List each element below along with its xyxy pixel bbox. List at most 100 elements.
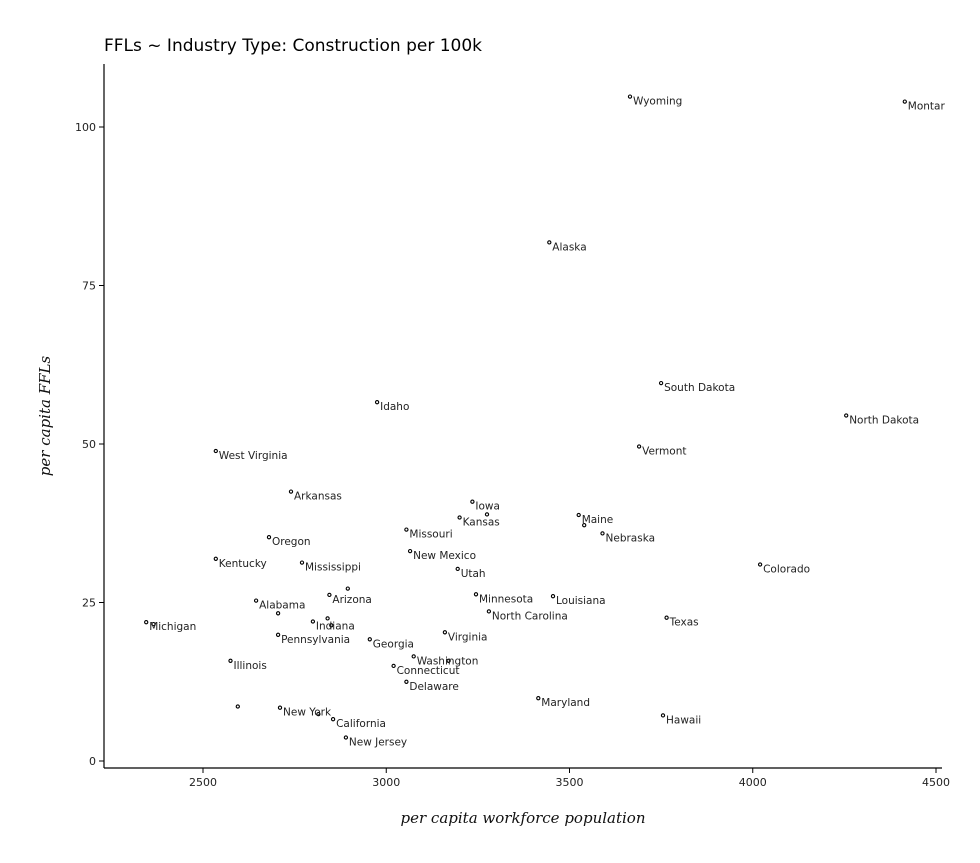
- y-tick-label: 75: [82, 280, 96, 293]
- data-point: [473, 592, 479, 597]
- data-point-label: Minnesota: [479, 593, 533, 605]
- data-point: [457, 515, 462, 520]
- data-point: [374, 400, 380, 405]
- data-point-label: West Virginia: [219, 450, 288, 462]
- data-point: [902, 99, 907, 104]
- y-tick-label: 25: [82, 597, 96, 610]
- x-tick-label: 3000: [372, 776, 400, 789]
- data-point: [455, 566, 460, 572]
- data-point: [664, 615, 669, 620]
- data-point: [757, 562, 763, 567]
- data-point-label: Colorado: [763, 564, 810, 576]
- data-point: [228, 658, 233, 663]
- data-point-label: Virginia: [448, 631, 488, 643]
- data-point: [299, 560, 305, 565]
- data-point-label: Oregon: [272, 536, 311, 548]
- data-point: [275, 632, 281, 637]
- x-tick-label: 3500: [556, 776, 584, 789]
- data-point: [660, 713, 666, 718]
- x-tick-label: 4500: [922, 776, 950, 789]
- data-point: [213, 556, 218, 561]
- data-point-label: Georgia: [373, 638, 414, 650]
- data-point-label: Arkansas: [294, 491, 342, 503]
- data-point-label: Indiana: [316, 621, 355, 633]
- data-point: [658, 380, 664, 386]
- data-point-label: Kansas: [463, 517, 500, 529]
- data-point-label: Maine: [582, 514, 614, 526]
- data-point-label: Alabama: [259, 600, 305, 612]
- data-point: [316, 711, 321, 717]
- data-point: [576, 512, 581, 518]
- chart-title: FFLs ~ Industry Type: Construction per 1…: [104, 36, 482, 56]
- data-point: [329, 623, 334, 628]
- data-point-label: Texas: [669, 617, 699, 629]
- data-points: [144, 94, 907, 740]
- data-point-label: New Jersey: [349, 737, 407, 749]
- data-point-label: Vermont: [642, 446, 686, 458]
- data-point: [151, 621, 156, 627]
- data-point-label: Hawaii: [666, 714, 701, 726]
- data-point-label: Mississippi: [305, 562, 361, 574]
- data-point: [411, 654, 416, 659]
- y-tick-label: 100: [75, 121, 96, 134]
- x-tick-label: 2500: [189, 776, 217, 789]
- data-point: [582, 523, 587, 528]
- data-point-label: Pennsylvania: [281, 634, 350, 646]
- data-point: [484, 512, 490, 517]
- data-point-label: Nebraska: [606, 532, 656, 544]
- data-point: [345, 586, 350, 591]
- data-point: [407, 548, 413, 554]
- data-point: [213, 448, 218, 454]
- data-point: [391, 663, 396, 669]
- y-axis-title: per capita FFLs: [36, 356, 54, 477]
- data-point: [486, 609, 492, 614]
- data-point-labels: Wyoming Montar Alaska South Dakota North Dak…: [149, 96, 945, 749]
- data-point: [235, 704, 240, 709]
- data-point: [636, 444, 642, 449]
- data-point: [446, 658, 451, 663]
- data-point: [144, 620, 149, 625]
- data-point: [288, 489, 294, 494]
- data-point-label: New Mexico: [413, 550, 476, 562]
- data-point-label: Louisiana: [556, 595, 606, 607]
- data-point: [275, 611, 281, 616]
- data-point: [627, 94, 633, 99]
- data-point-label: California: [336, 718, 386, 730]
- data-point: [470, 499, 475, 504]
- data-point: [404, 527, 409, 532]
- data-point-label: South Dakota: [664, 382, 735, 394]
- x-axis-title: per capita workforce population: [401, 809, 646, 827]
- data-point: [277, 705, 283, 710]
- data-point: [253, 598, 259, 603]
- data-point-label: Illinois: [234, 660, 267, 672]
- data-point-label: North Carolina: [492, 610, 568, 622]
- data-point-label: North Dakota: [849, 415, 919, 427]
- data-point-label: Utah: [461, 568, 486, 580]
- data-point: [442, 630, 448, 635]
- data-point-label: Washington: [417, 655, 479, 667]
- data-point-label: Montar: [908, 101, 946, 113]
- y-axis: 0 25 50 75 100: [75, 64, 105, 768]
- data-point: [600, 531, 605, 536]
- data-point-label: Kentucky: [219, 558, 267, 570]
- data-point-label: Delaware: [409, 681, 458, 693]
- data-point-label: Alaska: [552, 241, 586, 253]
- x-axis: 2500 3000 3500 4000 4500: [104, 767, 950, 789]
- data-point-label: Michigan: [149, 621, 196, 633]
- data-point: [330, 717, 336, 722]
- data-point-label: Connecticut: [397, 665, 460, 677]
- data-point-label: Idaho: [380, 401, 409, 413]
- y-tick-label: 50: [82, 438, 96, 451]
- data-point: [343, 735, 349, 740]
- data-point-label: Wyoming: [633, 96, 682, 108]
- data-point-label: Arizona: [332, 594, 371, 606]
- data-point: [325, 616, 330, 621]
- data-point-label: Maryland: [541, 697, 590, 709]
- data-point-label: Iowa: [475, 501, 500, 513]
- data-point: [404, 679, 409, 684]
- data-point-label: Missouri: [409, 529, 452, 541]
- data-point: [536, 696, 541, 701]
- data-point: [367, 637, 372, 642]
- data-point: [550, 594, 556, 599]
